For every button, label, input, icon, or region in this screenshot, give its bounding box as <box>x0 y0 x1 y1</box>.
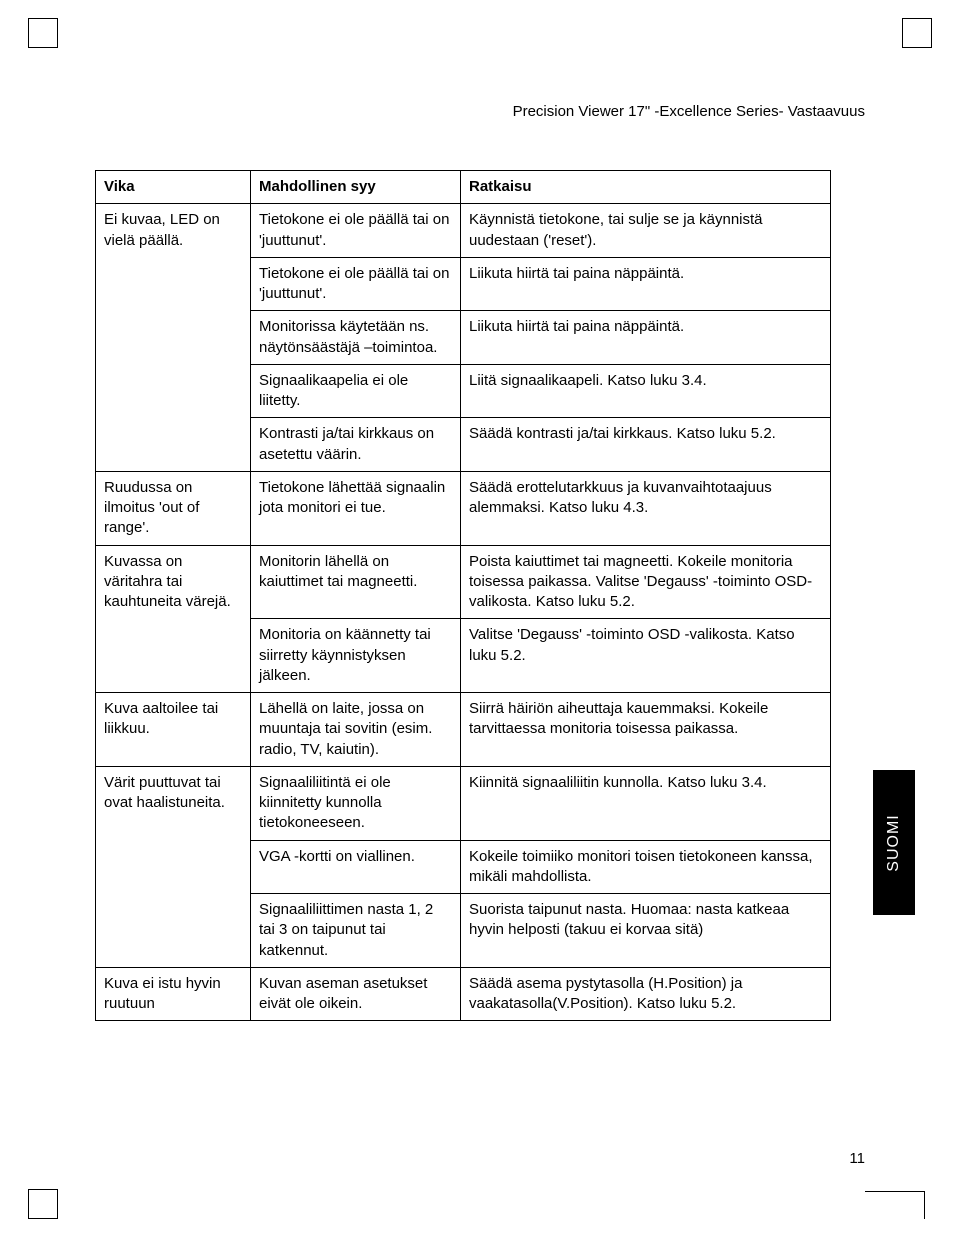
cell-vika: Värit puuttuvat tai ovat haalistuneita. <box>96 766 251 967</box>
cell-syy: Tietokone lähettää signaalin jota monito… <box>251 471 461 545</box>
cell-syy: Tietokone ei ole päällä tai on 'juuttunu… <box>251 204 461 258</box>
cell-vika: Ei kuvaa, LED on vielä päällä. <box>96 204 251 472</box>
table-row: Kuva aaltoilee tai liikkuu.Lähellä on la… <box>96 693 831 767</box>
cell-syy: Monitoria on käännetty tai siirretty käy… <box>251 619 461 693</box>
cell-vika: Kuva ei istu hyvin ruutuun <box>96 967 251 1021</box>
page-number: 11 <box>849 1150 865 1167</box>
cell-syy: VGA -kortti on viallinen. <box>251 840 461 894</box>
cell-ratkaisu: Säädä erottelutarkkuus ja kuvanvaihtotaa… <box>461 471 831 545</box>
crop-mark-tl <box>28 18 58 48</box>
cell-ratkaisu: Siirrä häiriön aiheuttaja kauemmaksi. Ko… <box>461 693 831 767</box>
cell-ratkaisu: Säädä kontrasti ja/tai kirkkaus. Katso l… <box>461 418 831 472</box>
cell-vika: Kuvassa on väritahra tai kauhtuneita vär… <box>96 545 251 693</box>
cell-ratkaisu: Valitse 'Degauss' -toiminto OSD -valikos… <box>461 619 831 693</box>
col-header-vika: Vika <box>96 171 251 204</box>
cell-ratkaisu: Kokeile toimiiko monitori toisen tietoko… <box>461 840 831 894</box>
cell-syy: Signaaliliitintä ei ole kiinnitetty kunn… <box>251 766 461 840</box>
cell-ratkaisu: Liikuta hiirtä tai paina näppäintä. <box>461 311 831 365</box>
cell-syy: Signaaliliittimen nasta 1, 2 tai 3 on ta… <box>251 894 461 968</box>
cell-ratkaisu: Käynnistä tietokone, tai sulje se ja käy… <box>461 204 831 258</box>
language-tab: SUOMI <box>873 770 915 915</box>
crop-mark-br <box>865 1191 925 1219</box>
col-header-syy: Mahdollinen syy <box>251 171 461 204</box>
cell-syy: Tietokone ei ole päällä tai on 'juuttunu… <box>251 257 461 311</box>
cell-syy: Monitorin lähellä on kaiuttimet tai magn… <box>251 545 461 619</box>
crop-mark-bl <box>28 1189 58 1219</box>
table-row: Kuva ei istu hyvin ruutuunKuvan aseman a… <box>96 967 831 1021</box>
cell-ratkaisu: Säädä asema pystytasolla (H.Position) ja… <box>461 967 831 1021</box>
page-header-title: Precision Viewer 17" -Excellence Series-… <box>513 103 865 120</box>
troubleshooting-table: Vika Mahdollinen syy Ratkaisu Ei kuvaa, … <box>95 170 830 1021</box>
cell-ratkaisu: Liitä signaalikaapeli. Katso luku 3.4. <box>461 364 831 418</box>
cell-vika: Kuva aaltoilee tai liikkuu. <box>96 693 251 767</box>
cell-ratkaisu: Poista kaiuttimet tai magneetti. Kokeile… <box>461 545 831 619</box>
table-row: Ruudussa on ilmoitus 'out of range'.Tiet… <box>96 471 831 545</box>
table-row: Ei kuvaa, LED on vielä päällä.Tietokone … <box>96 204 831 258</box>
cell-vika: Ruudussa on ilmoitus 'out of range'. <box>96 471 251 545</box>
table-row: Värit puuttuvat tai ovat haalistuneita.S… <box>96 766 831 840</box>
col-header-ratkaisu: Ratkaisu <box>461 171 831 204</box>
cell-ratkaisu: Kiinnitä signaaliliitin kunnolla. Katso … <box>461 766 831 840</box>
table-row: Kuvassa on väritahra tai kauhtuneita vär… <box>96 545 831 619</box>
cell-syy: Monitorissa käytetään ns. näytönsäästäjä… <box>251 311 461 365</box>
cell-syy: Kontrasti ja/tai kirkkaus on asetettu vä… <box>251 418 461 472</box>
cell-ratkaisu: Suorista taipunut nasta. Huomaa: nasta k… <box>461 894 831 968</box>
crop-mark-tr <box>902 18 932 48</box>
cell-syy: Kuvan aseman asetukset eivät ole oikein. <box>251 967 461 1021</box>
cell-syy: Lähellä on laite, jossa on muuntaja tai … <box>251 693 461 767</box>
language-tab-label: SUOMI <box>885 814 903 871</box>
cell-ratkaisu: Liikuta hiirtä tai paina näppäintä. <box>461 257 831 311</box>
cell-syy: Signaalikaapelia ei ole liitetty. <box>251 364 461 418</box>
